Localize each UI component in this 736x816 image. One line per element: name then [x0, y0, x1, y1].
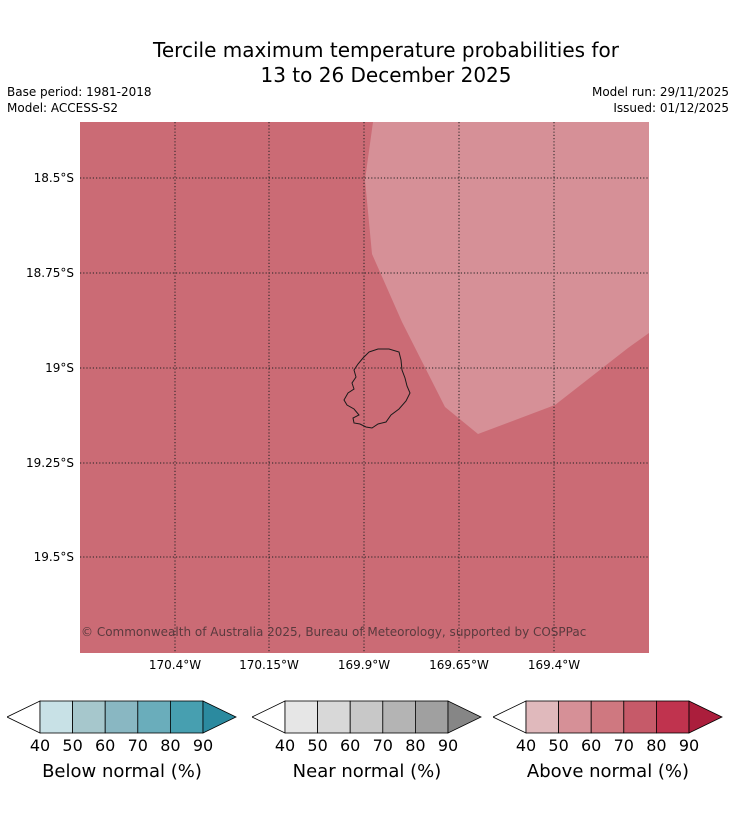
model-run: Model run: 29/11/2025 [591, 85, 729, 99]
colorbar-tick-label: 80 [405, 736, 426, 755]
colorbar-tick-label: 70 [613, 736, 634, 755]
map-panel [80, 122, 649, 653]
colorbar-tick-label: 40 [515, 736, 537, 755]
colorbar-segment [349, 700, 384, 734]
colorbar-segment [623, 700, 657, 734]
colorbar-tick-label: 40 [274, 736, 296, 755]
issued-date: Issued: 01/12/2025 [613, 101, 729, 115]
colorbar-extend-low [252, 700, 286, 734]
colorbar-segment [72, 700, 106, 734]
colorbar-segment [414, 700, 449, 734]
colorbar-segment [317, 700, 351, 734]
colorbar-segment [590, 700, 625, 734]
base-period: Base period: 1981-2018 [7, 85, 152, 99]
colorbar-2 [252, 700, 482, 734]
lon-label: 170.15°W [239, 658, 299, 672]
colorbar-segment [382, 700, 416, 734]
lat-label: 19.25°S [26, 456, 74, 470]
colorbar-segment [558, 700, 592, 734]
colorbar-tick-label: 50 [548, 736, 569, 755]
copyright-notice: © Commonwealth of Australia 2025, Bureau… [81, 625, 587, 639]
colorbar-segment [169, 700, 204, 734]
graticule [80, 122, 649, 653]
lon-label: 169.65°W [429, 658, 489, 672]
colorbar-tick-label: 40 [29, 736, 51, 755]
map-canvas [80, 122, 649, 653]
above-normal-50-60-region [365, 122, 649, 434]
colorbar-segment [104, 700, 139, 734]
colorbar-title: Above normal (%) [526, 761, 690, 782]
colorbar-extend-low [493, 700, 527, 734]
lat-label: 18.75°S [26, 266, 74, 280]
colorbar-tick-label: 60 [95, 736, 116, 755]
title-line-2: 13 to 26 December 2025 [260, 63, 512, 87]
colorbar-extend-high [688, 700, 723, 734]
meta-right: Model run: 29/11/2025 Issued: 01/12/2025 [592, 84, 729, 116]
colorbar-tick-label: 90 [437, 736, 459, 755]
colorbar-1 [7, 700, 237, 734]
colorbar-tick-label: 90 [192, 736, 214, 755]
colorbar-segment [137, 700, 171, 734]
lat-label: 19°S [45, 361, 74, 375]
lat-label: 18.5°S [33, 171, 74, 185]
lat-label: 19.5°S [33, 550, 74, 564]
colorbar-tick-label: 90 [678, 736, 700, 755]
colorbar-tick-label: 70 [372, 736, 393, 755]
colorbar-tick-label: 70 [127, 736, 148, 755]
colorbar-segment [284, 700, 318, 734]
colorbar-tick-label: 50 [307, 736, 328, 755]
colorbar-3 [493, 700, 723, 734]
lon-label: 170.4°W [148, 658, 202, 672]
colorbar-tick-label: 80 [160, 736, 181, 755]
colorbar-tick-label: 60 [581, 736, 602, 755]
colorbar-segment [655, 700, 690, 734]
title-line-1: Tercile maximum temperature probabilitie… [153, 38, 619, 62]
chart-title: Tercile maximum temperature probabilitie… [0, 38, 736, 88]
colorbar-segment [39, 700, 73, 734]
colorbar-extend-low [7, 700, 41, 734]
lon-label: 169.4°W [527, 658, 581, 672]
lon-label: 169.9°W [337, 658, 391, 672]
colorbar-tick-label: 50 [62, 736, 83, 755]
colorbar-extend-high [202, 700, 237, 734]
colorbar-extend-high [447, 700, 482, 734]
meta-left: Base period: 1981-2018 Model: ACCESS-S2 [7, 84, 152, 116]
colorbar-title: Below normal (%) [42, 761, 202, 782]
model-name: Model: ACCESS-S2 [7, 101, 119, 115]
colorbar-segment [525, 700, 559, 734]
colorbar-title: Near normal (%) [292, 761, 442, 782]
niue-island-outline [343, 348, 411, 429]
colorbar-tick-label: 60 [340, 736, 361, 755]
colorbar-tick-label: 80 [646, 736, 667, 755]
